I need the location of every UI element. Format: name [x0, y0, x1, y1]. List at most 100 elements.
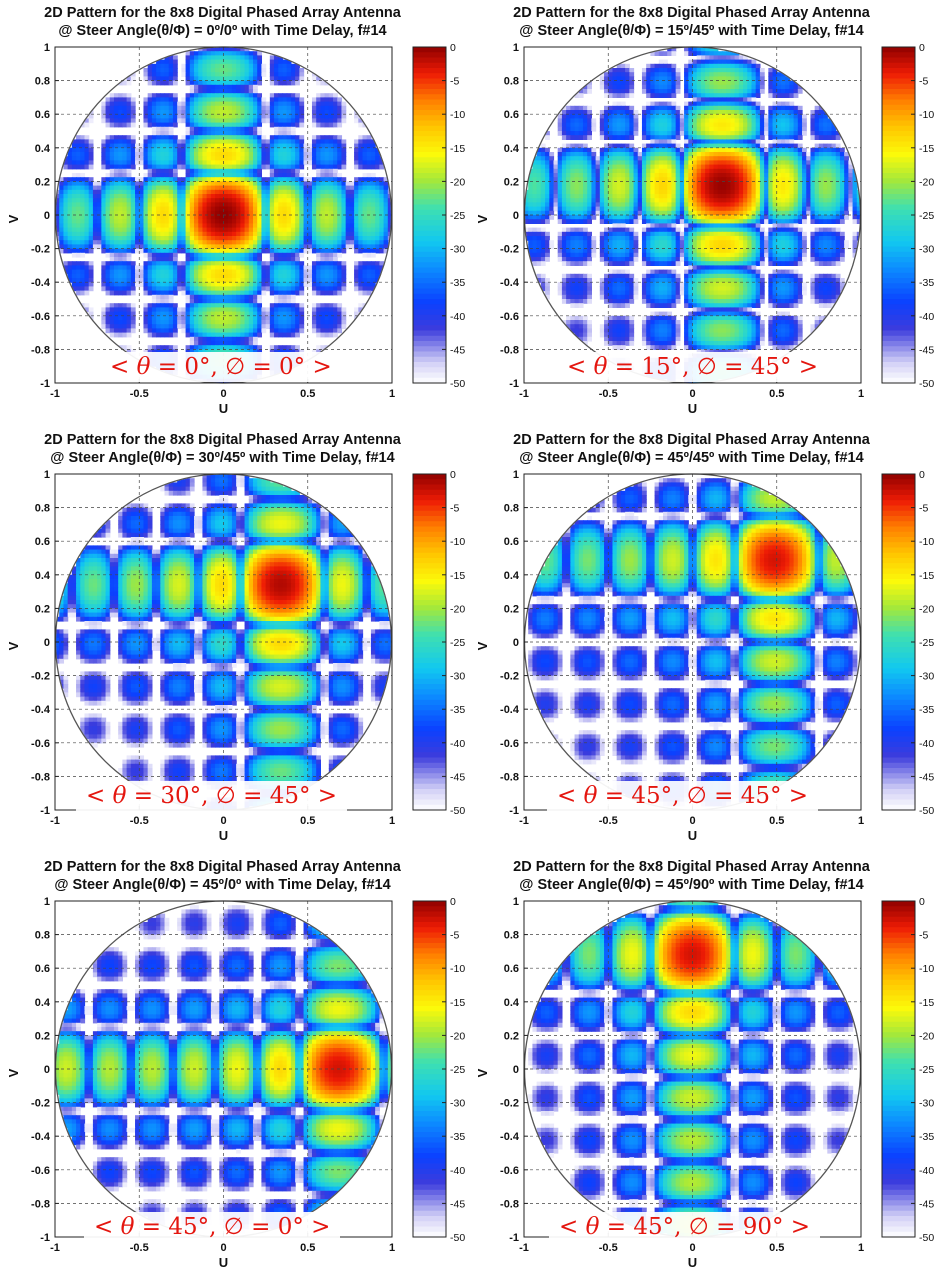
annotation-close: >	[304, 1214, 331, 1240]
y-tick-label: -0.8	[31, 771, 50, 783]
colorbar-tick-label: -40	[919, 1165, 934, 1177]
colorbar-tick-label: -30	[919, 244, 934, 256]
steer-annotation: < θ = 45°, ∅ = 90° >	[549, 1212, 820, 1242]
colorbar-tick-label: -45	[919, 1198, 934, 1210]
x-axis-label: U	[688, 828, 697, 843]
chart-panel: 2D Pattern for the 8x8 Digital Phased Ar…	[0, 0, 469, 427]
y-tick-label: 0	[44, 637, 50, 649]
colorbar-tick-label: -40	[919, 738, 934, 750]
colorbar-tick-label: -15	[919, 570, 934, 582]
colorbar-tick-label: -45	[919, 344, 934, 356]
y-tick-label: 0.8	[35, 503, 50, 515]
y-tick-label: -0.8	[500, 1198, 519, 1210]
y-tick-label: -0.2	[500, 244, 519, 256]
y-tick-label: -0.2	[31, 671, 50, 683]
annotation-phi-value: = 45°	[717, 354, 792, 380]
colorbar-tick-label: -20	[919, 1030, 934, 1042]
y-tick-label: 0.8	[504, 503, 519, 515]
y-tick-label: 0.4	[35, 997, 51, 1009]
colorbar-tick-label: -5	[450, 930, 459, 942]
y-tick-label: 1	[44, 896, 50, 908]
y-tick-label: 0.6	[504, 109, 519, 121]
colorbar-tick-label: -35	[919, 1131, 934, 1143]
y-tick-label: -0.2	[500, 671, 519, 683]
colorbar-tick-label: -20	[450, 603, 465, 615]
steer-annotation: < θ = 0°, ∅ = 0° >	[100, 352, 342, 382]
x-tick-label: -1	[519, 815, 529, 827]
annotation-close: >	[783, 1214, 810, 1240]
annotation-close: >	[305, 354, 332, 380]
y-tick-label: -0.4	[500, 1131, 520, 1143]
y-tick-label: -0.6	[31, 1165, 50, 1177]
y-tick-label: 0.8	[504, 930, 519, 942]
colorbar-tick-label: -50	[919, 1232, 934, 1244]
y-tick-label: 0	[513, 637, 519, 649]
y-tick-label: 1	[513, 896, 519, 908]
annotation-phi-value: = 0°	[244, 1214, 304, 1240]
x-tick-label: 0	[220, 1242, 226, 1254]
y-tick-label: 1	[44, 42, 50, 54]
steer-annotation: < θ = 45°, ∅ = 45° >	[547, 781, 818, 811]
colorbar: 0-5-10-15-20-25-30-35-40-45-50	[882, 42, 934, 390]
y-tick-label: -0.4	[31, 277, 51, 289]
y-tick-label: 0.4	[504, 143, 520, 155]
annotation-theta: θ	[594, 354, 608, 380]
annotation-open: <	[567, 354, 594, 380]
colorbar-tick-label: -35	[450, 277, 465, 289]
steer-annotation: < θ = 45°, ∅ = 0° >	[84, 1212, 340, 1242]
annotation-theta: θ	[584, 783, 598, 809]
annotation-phi: ∅	[216, 783, 236, 809]
colorbar-tick-label: -30	[450, 1098, 465, 1110]
colorbar-tick-label: -45	[919, 771, 934, 783]
x-tick-label: -0.5	[130, 1242, 149, 1254]
y-tick-label: 0.2	[504, 176, 519, 188]
colorbar-tick-label: -50	[450, 1232, 465, 1244]
annotation-phi: ∅	[687, 783, 707, 809]
colorbar-tick-label: -15	[919, 997, 934, 1009]
x-tick-label: 0.5	[300, 388, 315, 400]
x-tick-label: -0.5	[599, 388, 618, 400]
annotation-close: >	[781, 783, 808, 809]
y-tick-label: -1	[40, 1232, 50, 1244]
y-tick-label: 0.8	[35, 76, 50, 88]
annotation-theta-value: = 45°,	[134, 1214, 223, 1240]
annotation-theta: θ	[137, 354, 151, 380]
y-tick-label: 0.8	[35, 930, 50, 942]
colorbar-tick-label: -15	[450, 997, 465, 1009]
y-tick-label: 0.6	[35, 963, 50, 975]
colorbar-tick-label: -25	[919, 210, 934, 222]
colorbar-tick-label: -5	[450, 503, 459, 515]
colorbar-tick-label: -5	[919, 930, 928, 942]
y-tick-label: 1	[513, 469, 519, 481]
colorbar: 0-5-10-15-20-25-30-35-40-45-50	[882, 469, 934, 817]
colorbar-tick-label: -5	[450, 76, 459, 88]
colorbar: 0-5-10-15-20-25-30-35-40-45-50	[413, 469, 465, 817]
annotation-phi: ∅	[225, 354, 245, 380]
x-tick-label: 0.5	[769, 1242, 784, 1254]
annotation-open: <	[557, 783, 584, 809]
x-axis-label: U	[219, 1255, 228, 1270]
x-tick-label: -0.5	[599, 815, 618, 827]
colorbar-tick-label: -20	[450, 1030, 465, 1042]
y-tick-label: -0.4	[500, 277, 520, 289]
y-tick-label: -0.6	[31, 311, 50, 323]
x-tick-label: -0.5	[599, 1242, 618, 1254]
annotation-open: <	[110, 354, 137, 380]
x-tick-label: -0.5	[130, 388, 149, 400]
colorbar-tick-label: -40	[919, 311, 934, 323]
y-tick-label: -1	[509, 1232, 519, 1244]
x-tick-label: 1	[389, 1242, 395, 1254]
x-tick-label: 1	[389, 388, 395, 400]
chart-panel: 2D Pattern for the 8x8 Digital Phased Ar…	[469, 854, 938, 1281]
colorbar-tick-label: -15	[450, 570, 465, 582]
y-tick-label: -0.8	[31, 344, 50, 356]
x-tick-label: 0.5	[300, 815, 315, 827]
x-tick-label: -1	[50, 815, 60, 827]
x-tick-label: 0.5	[769, 815, 784, 827]
colorbar-tick-label: -25	[450, 1064, 465, 1076]
annotation-phi-value: = 90°	[709, 1214, 784, 1240]
colorbar-tick-label: -10	[450, 109, 465, 121]
colorbar-tick-label: -50	[919, 378, 934, 390]
y-axis-label: V	[6, 1068, 21, 1077]
colorbar-tick-label: -10	[919, 963, 934, 975]
